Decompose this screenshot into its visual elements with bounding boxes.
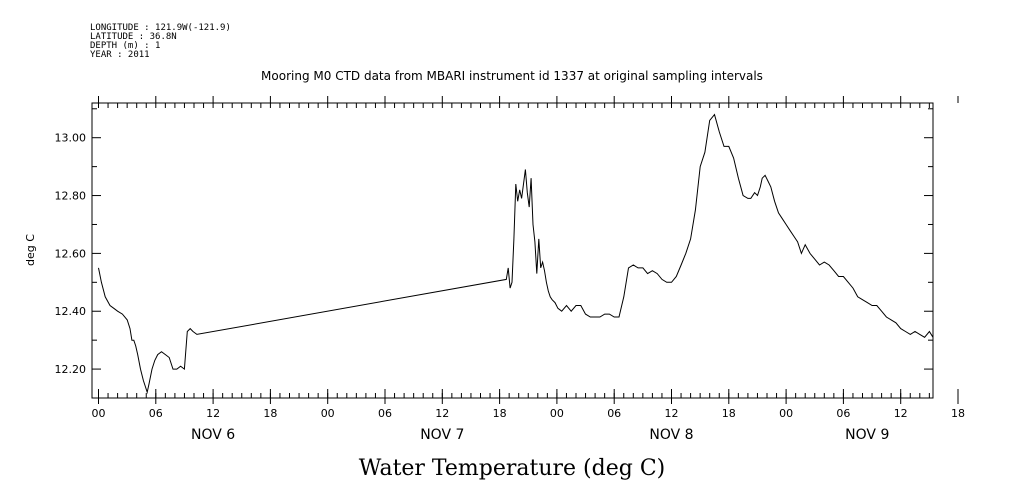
x-tick-label: 12 xyxy=(894,407,908,420)
longitude-label: LONGITUDE : 121.9W(-121.9) xyxy=(90,23,231,33)
x-date-label: NOV 9 xyxy=(845,427,889,443)
depth-label: DEPTH (m) : 1 xyxy=(90,41,160,51)
latitude-label: LATITUDE : 36.8N xyxy=(90,32,177,42)
x-tick-label: 12 xyxy=(435,407,449,420)
x-tick-label: 12 xyxy=(206,407,220,420)
x-axis: 00 06 12 18 00 06 12 18 00 06 12 18 00 06 12 18 NOV 6 NOV… xyxy=(92,96,965,443)
y-axis: 12.20 12.40 12.60 12.80 13.00 xyxy=(55,108,933,399)
plot-frame xyxy=(91,102,934,399)
y-tick-label: 13.00 xyxy=(55,132,87,145)
x-tick-label: 00 xyxy=(92,407,106,420)
x-date-label: NOV 8 xyxy=(649,427,693,443)
x-tick-label: 06 xyxy=(378,407,392,420)
y-axis-label: deg C xyxy=(24,234,37,266)
chart-title: Mooring M0 CTD data from MBARI instrumen… xyxy=(261,69,763,83)
x-date-label: NOV 6 xyxy=(191,427,235,443)
x-tick-label: 18 xyxy=(722,407,736,420)
x-tick-label: 00 xyxy=(779,407,793,420)
y-tick-label: 12.20 xyxy=(55,363,87,376)
minor-ticks xyxy=(98,103,930,398)
bottom-title: Water Temperature (deg C) xyxy=(359,456,666,481)
x-tick-label: 00 xyxy=(550,407,564,420)
y-tick-label: 12.80 xyxy=(55,190,87,203)
x-tick-label: 12 xyxy=(665,407,679,420)
series-line-water-temperature xyxy=(98,113,934,395)
x-tick-label: 06 xyxy=(149,407,163,420)
x-date-label: NOV 7 xyxy=(420,427,464,443)
x-tick-label: 18 xyxy=(263,407,277,420)
x-tick-label: 06 xyxy=(607,407,621,420)
x-tick-label: 18 xyxy=(493,407,507,420)
x-tick-label: 00 xyxy=(321,407,335,420)
x-tick-label: 18 xyxy=(951,407,965,420)
y-tick-label: 12.60 xyxy=(55,247,87,260)
year-label: YEAR : 2011 xyxy=(90,50,150,60)
y-tick-label: 12.40 xyxy=(55,305,87,318)
x-tick-label: 06 xyxy=(836,407,850,420)
